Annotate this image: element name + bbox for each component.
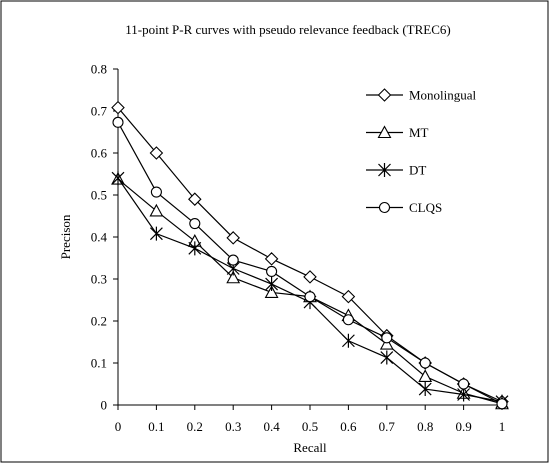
y-tick-label: 0.5	[91, 188, 107, 203]
data-point-monolingual	[226, 231, 240, 245]
legend-item-dt: DT	[366, 163, 426, 178]
legend-item-monolingual: Monolingual	[366, 88, 477, 103]
y-tick-label: 0.2	[91, 314, 107, 329]
legend-marker	[377, 125, 392, 139]
data-point-monolingual	[149, 146, 164, 160]
legend-label: CLQS	[409, 200, 442, 215]
x-tick-label: 0.2	[187, 419, 203, 434]
data-point-clqs	[496, 398, 508, 410]
series-clqs	[112, 116, 508, 410]
data-point-dt	[265, 277, 279, 292]
x-tick-label: 0.6	[340, 419, 357, 434]
data-point-dt	[149, 226, 163, 241]
data-point-clqs	[458, 378, 470, 390]
legend-item-clqs: CLQS	[366, 200, 442, 215]
data-point-monolingual	[264, 252, 279, 266]
data-point-dt	[111, 171, 125, 186]
data-point-monolingual	[111, 100, 125, 115]
y-tick-label: 0.6	[91, 146, 108, 161]
legend-item-mt: MT	[366, 125, 429, 140]
legend-label: MT	[409, 125, 429, 140]
data-point-monolingual	[188, 192, 202, 206]
data-point-dt	[418, 382, 432, 397]
data-point-clqs	[342, 314, 354, 326]
data-point-monolingual	[303, 270, 317, 284]
x-tick-label: 0.1	[148, 419, 164, 434]
data-point-clqs	[150, 186, 162, 198]
data-point-clqs	[266, 265, 278, 277]
legend: Monolingual MT DT CLQS	[366, 88, 477, 215]
data-point-clqs	[112, 116, 124, 128]
legend-label: Monolingual	[409, 88, 477, 103]
data-point-clqs	[381, 332, 393, 344]
data-point-dt	[188, 241, 202, 256]
y-tick-label: 0.7	[91, 104, 108, 119]
x-tick-label: 0.8	[417, 419, 433, 434]
data-point-monolingual	[341, 289, 356, 304]
data-point-clqs	[304, 291, 316, 303]
y-tick-label: 0.3	[91, 272, 107, 287]
x-axis-label: Recall	[293, 440, 327, 455]
y-tick-label: 0	[101, 398, 108, 413]
y-tick-label: 0.1	[91, 356, 107, 371]
legend-marker	[378, 163, 391, 177]
x-tick-label: 0.3	[225, 419, 241, 434]
data-point-clqs	[419, 357, 431, 369]
legend-label: DT	[409, 163, 426, 178]
data-point-clqs	[227, 254, 239, 266]
data-point-mt	[149, 203, 164, 217]
axis-ticks: 0 0.1 0.2 0.3 0.4 0.5 0.6 0.7 0.8 0 0.1 0.2 0.3 0.4 0.…	[91, 62, 506, 435]
x-tick-label: 0.7	[379, 419, 396, 434]
data-point-mt	[264, 285, 279, 298]
legend-marker	[378, 201, 391, 214]
y-axis-label: Precison	[58, 214, 73, 259]
data-point-dt	[457, 387, 471, 402]
legend-marker	[377, 88, 392, 102]
chart-title: 11-point P-R curves with pseudo relevanc…	[125, 22, 451, 37]
x-tick-label: 0.9	[455, 419, 471, 434]
y-tick-label: 0.4	[91, 230, 108, 245]
data-point-mt	[226, 270, 241, 284]
x-tick-label: 0	[115, 419, 122, 434]
data-point-mt	[379, 336, 394, 350]
data-point-mt	[418, 369, 433, 382]
x-tick-label: 0.5	[302, 419, 318, 434]
data-point-dt	[380, 350, 394, 365]
y-tick-label: 0.8	[91, 62, 107, 77]
series-layer	[111, 100, 509, 410]
x-tick-label: 1	[499, 419, 506, 434]
data-point-clqs	[189, 218, 201, 230]
x-tick-label: 0.4	[263, 419, 280, 434]
data-point-dt	[341, 333, 355, 348]
